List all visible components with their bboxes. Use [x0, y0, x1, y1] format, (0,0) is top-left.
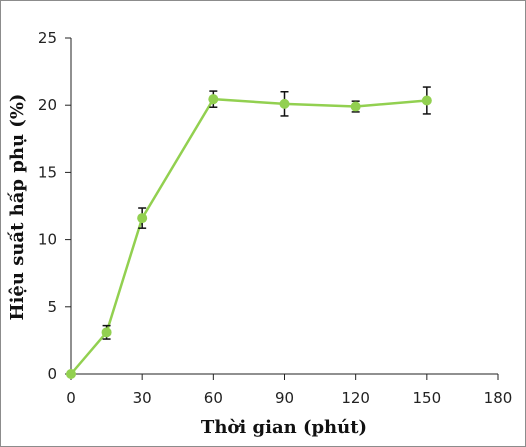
- x-tick-label: 180: [484, 389, 513, 407]
- y-tick-label: 10: [38, 231, 57, 249]
- y-tick-label: 5: [47, 298, 57, 316]
- y-axis-title: Hiệu suất hấp phụ (%): [6, 94, 28, 321]
- y-tick-label: 25: [38, 29, 57, 47]
- y-axis-ticks: 0 5 10 15 20 25: [38, 29, 71, 383]
- x-axis-title: Thời gian (phút): [201, 417, 367, 438]
- data-point: [279, 98, 290, 109]
- x-tick-label: 0: [66, 389, 76, 407]
- x-tick-label: 90: [275, 389, 294, 407]
- x-tick-label: 150: [413, 389, 442, 407]
- data-point: [66, 369, 76, 379]
- y-tick-label: 20: [38, 96, 57, 114]
- series-layer: [66, 86, 432, 379]
- x-axis-ticks: 0 30 60 90 120 150 180: [66, 374, 512, 407]
- data-point: [137, 213, 148, 224]
- y-tick-label: 15: [38, 163, 57, 181]
- x-tick-label: 30: [133, 389, 152, 407]
- x-tick-label: 60: [204, 389, 223, 407]
- x-tick-label: 120: [341, 389, 370, 407]
- data-point: [350, 101, 361, 112]
- y-tick-label: 0: [47, 365, 57, 383]
- data-point: [421, 95, 432, 106]
- data-point: [208, 94, 219, 105]
- series-line: [70, 97, 427, 375]
- data-point: [101, 327, 112, 338]
